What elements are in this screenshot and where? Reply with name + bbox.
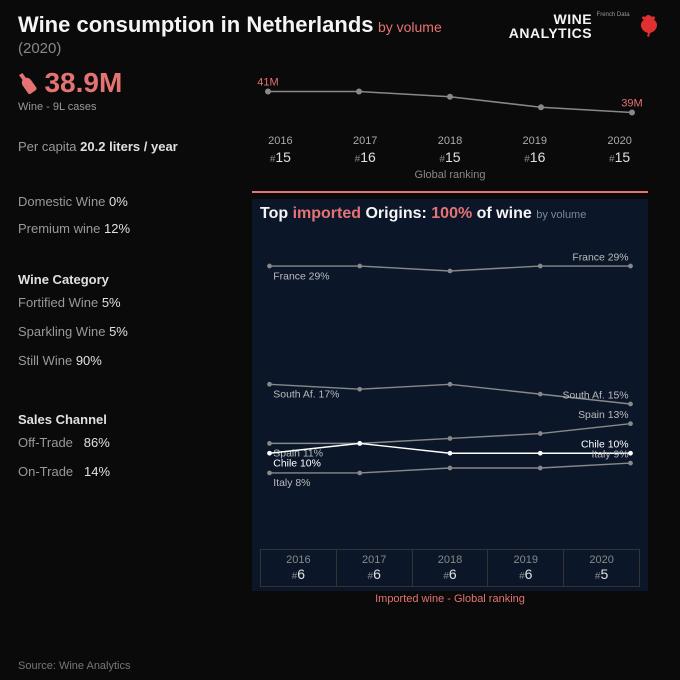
cat-sparkling: Sparkling Wine 5% [18,324,238,339]
cat-still: Still Wine 90% [18,353,238,368]
svg-text:Spain 13%: Spain 13% [578,410,629,421]
rank-caption: Global ranking [238,169,662,181]
trend-chart: 41M 39M [238,67,662,129]
svg-text:Chile 10%: Chile 10% [273,459,321,470]
page-title: Wine consumption in Netherlands [18,12,374,37]
origins-rank-caption: Imported wine - Global ranking [252,593,648,605]
hero-unit: Wine - 9L cases [18,101,238,113]
ch-off: Off-Trade 86% [18,435,238,450]
source: Source: Wine Analytics [18,660,131,672]
channel-heading: Sales Channel [18,412,238,427]
title-suffix: by volume [378,19,442,35]
brand-logo: WINE ANALYTICS French Data [509,12,662,40]
stat-premium: Premium wine 12% [18,221,238,236]
header: Wine consumption in Netherlands by volum… [0,0,680,61]
rooster-icon [634,12,662,40]
logo-bottom: ANALYTICS [509,26,592,40]
stat-domestic: Domestic Wine 0% [18,194,238,209]
svg-text:France 29%: France 29% [273,271,329,282]
svg-text:South Af. 15%: South Af. 15% [562,390,628,401]
origins-panel: Top imported Origins: 100% of wine by vo… [252,199,648,591]
bottle-icon [13,69,40,97]
ch-on: On-Trade 14% [18,464,238,479]
svg-text:South Af. 17%: South Af. 17% [273,390,339,401]
logo-top: WINE [509,12,592,26]
svg-text:Italy 9%: Italy 9% [591,449,628,460]
logo-sub: French Data [597,12,630,18]
hero-value: 38.9M [44,67,122,99]
per-capita: Per capita 20.2 liters / year [18,139,238,154]
rank-row: 2016#152017#162018#152019#162020#15 [238,135,662,165]
svg-text:Italy 8%: Italy 8% [273,478,310,489]
svg-text:France 29%: France 29% [572,252,628,263]
svg-text:41M: 41M [257,77,278,89]
right-panel: 41M 39M 2016#152017#162018#152019#162020#… [238,67,680,591]
svg-text:39M: 39M [621,98,642,110]
origins-chart: France 29% France 29% South Af. 17% South A… [260,227,640,512]
left-panel: 38.9M Wine - 9L cases Per capita 20.2 li… [18,67,238,591]
divider [252,191,648,193]
category-heading: Wine Category [18,272,238,287]
cat-fortified: Fortified Wine 5% [18,295,238,310]
origins-rank-row: 2016#62017#62018#62019#62020#5 [260,549,640,587]
origins-title: Top imported Origins: 100% of wine by vo… [260,205,640,223]
year: (2020) [18,40,662,57]
